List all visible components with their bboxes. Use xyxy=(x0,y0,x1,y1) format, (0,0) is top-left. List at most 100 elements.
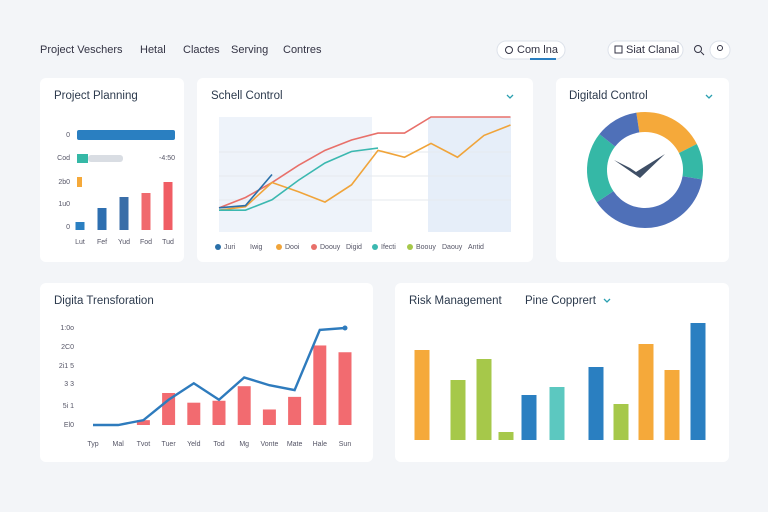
shade xyxy=(428,117,511,232)
bar xyxy=(136,420,150,425)
x-label: Tud xyxy=(162,239,174,246)
tab-label[interactable]: Com lna xyxy=(517,44,559,56)
legend-label: Iwig xyxy=(250,244,263,251)
x-label: Tuer xyxy=(162,441,177,448)
x-label: Hale xyxy=(313,441,328,448)
line xyxy=(218,124,511,211)
button[interactable] xyxy=(607,40,684,60)
bar xyxy=(450,380,466,440)
row-label: 0 xyxy=(66,224,70,231)
legend-label: Dooi xyxy=(285,244,300,251)
search-handle xyxy=(700,51,705,56)
x-label: Yeld xyxy=(187,441,200,448)
bar xyxy=(498,432,514,440)
donut-segment xyxy=(586,134,616,203)
row-label: 1u0 xyxy=(58,201,70,208)
nav-item[interactable]: Clactes xyxy=(183,44,220,56)
row-label: 2b0 xyxy=(58,179,70,186)
x-label: Fef xyxy=(97,239,107,246)
progress-bar xyxy=(77,154,88,163)
x-label: Mal xyxy=(113,441,125,448)
donut-segment xyxy=(596,176,703,228)
x-label: Yud xyxy=(118,239,130,246)
x-label: Sun xyxy=(339,441,352,448)
chevron[interactable] xyxy=(506,94,713,303)
button-icon xyxy=(614,45,623,54)
line xyxy=(218,173,273,209)
legend-dot xyxy=(372,244,378,250)
profile-icon xyxy=(717,45,723,51)
legend-label: Daouy xyxy=(442,244,463,251)
row-label: Cod xyxy=(57,155,70,162)
card-title: Risk Management xyxy=(409,295,502,307)
legend-dot xyxy=(407,244,413,250)
y-label: El0 xyxy=(64,422,74,429)
progress-track xyxy=(88,155,123,162)
bar xyxy=(414,350,430,440)
line xyxy=(219,147,379,211)
donut-segment xyxy=(599,112,640,147)
legend-dot xyxy=(311,244,317,250)
x-label: Lut xyxy=(75,239,85,246)
card-title: Digitald Control xyxy=(569,90,648,102)
bar xyxy=(288,396,302,425)
card-title: Digita Trensforation xyxy=(54,295,154,307)
bar xyxy=(521,395,537,440)
row-value: -4:50 xyxy=(159,155,175,162)
search-icon[interactable] xyxy=(694,45,702,53)
progress-bar xyxy=(77,130,175,140)
legend-label: Digid xyxy=(346,244,362,251)
card xyxy=(40,78,184,262)
bar xyxy=(664,370,680,440)
line-end xyxy=(342,325,348,331)
y-label: 2C0 xyxy=(61,344,74,351)
tab-icon xyxy=(505,46,513,54)
bar xyxy=(613,404,629,440)
line xyxy=(93,326,346,427)
x-label: Tod xyxy=(213,441,224,448)
bar xyxy=(187,402,201,425)
nav-item[interactable]: Hetal xyxy=(140,44,166,56)
bar xyxy=(476,359,492,440)
nav-item[interactable]: Serving xyxy=(231,44,268,56)
bar xyxy=(313,345,327,425)
clock-hand xyxy=(614,154,665,178)
legend-label: Juri xyxy=(224,244,236,251)
nav-item[interactable]: Project Veschers xyxy=(40,44,123,56)
bar xyxy=(638,344,654,440)
legend-label: Ifecti xyxy=(381,244,396,251)
legend-dot xyxy=(276,244,282,250)
bar xyxy=(163,182,173,230)
legend-label: Boouy xyxy=(416,244,436,251)
bar xyxy=(237,386,251,425)
card-title: Project Planning xyxy=(54,90,138,102)
nav-item[interactable]: Contres xyxy=(283,44,322,56)
y-label: 2i1 5 xyxy=(59,363,74,370)
donut-segment xyxy=(636,111,697,153)
bar xyxy=(141,193,151,230)
card-subtitle[interactable]: Pine Copprert xyxy=(525,295,597,307)
button-label[interactable]: Siat Clanal xyxy=(626,44,679,56)
legend-label: Doouy xyxy=(320,244,341,251)
y-label: 1:0o xyxy=(60,325,74,332)
bar xyxy=(588,367,604,440)
donut-segment xyxy=(678,144,703,180)
x-label: Tvot xyxy=(137,441,151,448)
legend-dot xyxy=(215,244,221,250)
x-label: Mg xyxy=(239,441,249,448)
shade xyxy=(219,117,372,232)
bar xyxy=(212,400,226,425)
card-title: Schell Control xyxy=(211,90,283,102)
legend-label: Antid xyxy=(468,244,484,251)
bar xyxy=(549,387,565,440)
x-label: Typ xyxy=(87,441,98,448)
line xyxy=(218,116,511,209)
x-label: Fod xyxy=(140,239,152,246)
y-label: 3 3 xyxy=(64,381,74,388)
nav: Com lna Siat Clanal xyxy=(496,40,731,60)
bar xyxy=(97,208,107,230)
row-label: 0 xyxy=(66,132,70,139)
bar xyxy=(262,409,276,425)
bar xyxy=(119,197,129,230)
